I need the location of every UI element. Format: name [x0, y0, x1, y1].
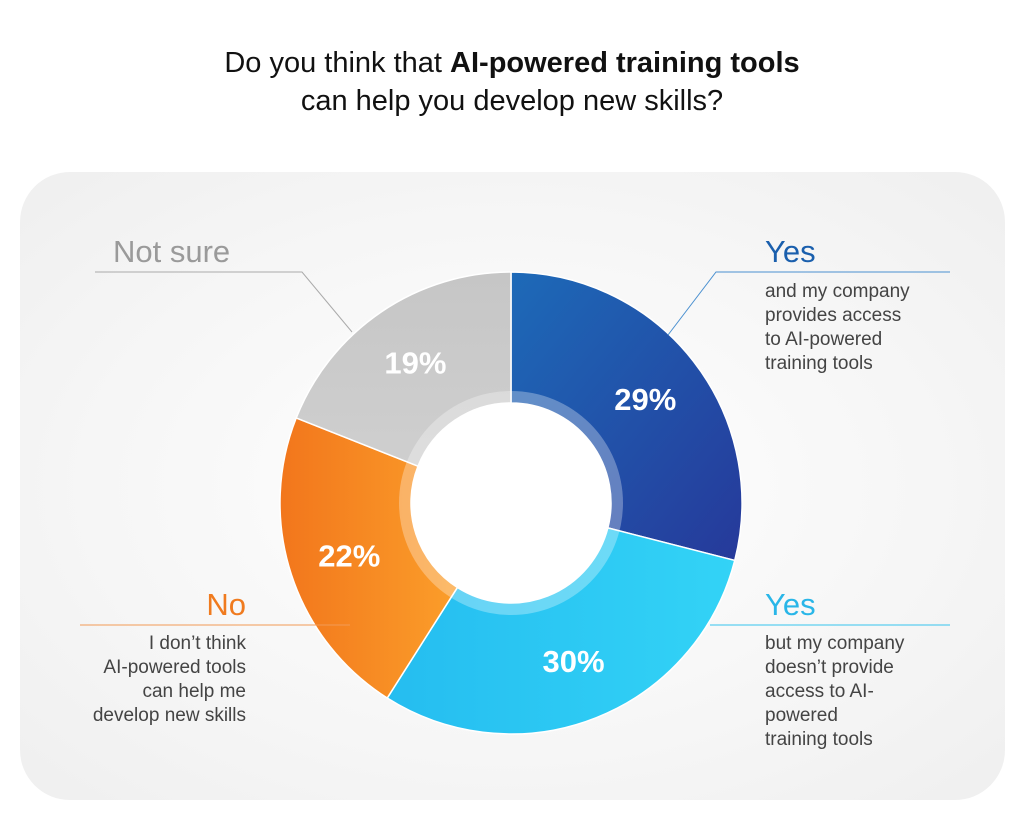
title-text-line2: can help you develop new skills? — [300, 85, 724, 117]
slice-value-label: 29% — [614, 382, 676, 417]
legend-text-yes-1: and my company provides access to AI-power… — [765, 280, 910, 376]
legend-text-line: to AI-powered — [765, 329, 883, 350]
legend-heading-not-sure: Not sure — [113, 234, 231, 269]
legend-text-line: I don’t think — [148, 633, 246, 654]
legend-text-line: training tools — [765, 353, 873, 374]
legend-heading-yes-1: Yes — [765, 234, 816, 269]
leader-line-not-sure — [95, 271, 353, 333]
legend-text-yes-2: but my company doesn’t provide access to A… — [765, 632, 904, 752]
legend-text-line: can help me — [142, 681, 246, 702]
legend-text-line: develop new skills — [92, 705, 246, 726]
legend-heading-yes-2: Yes — [765, 587, 816, 622]
donut-hole — [411, 403, 611, 603]
slice-value-label: 30% — [543, 644, 605, 679]
legend-text-line: provides access — [765, 305, 902, 326]
legend-text-line: but my company — [765, 633, 905, 654]
legend-text-line: access to AI- — [765, 681, 874, 702]
legend-heading-no: No — [206, 587, 246, 622]
legend-text-line: training tools — [765, 729, 873, 750]
slice-value-label: 22% — [318, 539, 380, 574]
chart-title: Do you think that AI-powered training to… — [0, 44, 1024, 120]
legend-text-line: powered — [765, 705, 838, 726]
legend-text-line: doesn’t provide — [765, 657, 894, 678]
leader-line-yes-1 — [667, 271, 950, 336]
legend-text-no: I don’t think AI-powered tools can help me… — [93, 632, 246, 728]
legend-text-line: AI-powered tools — [103, 657, 246, 678]
title-bold-text: AI-powered training tools — [450, 47, 800, 79]
slice-value-label: 19% — [384, 345, 446, 380]
title-text: Do you think that — [224, 47, 451, 79]
legend-text-line: and my company — [765, 281, 910, 302]
